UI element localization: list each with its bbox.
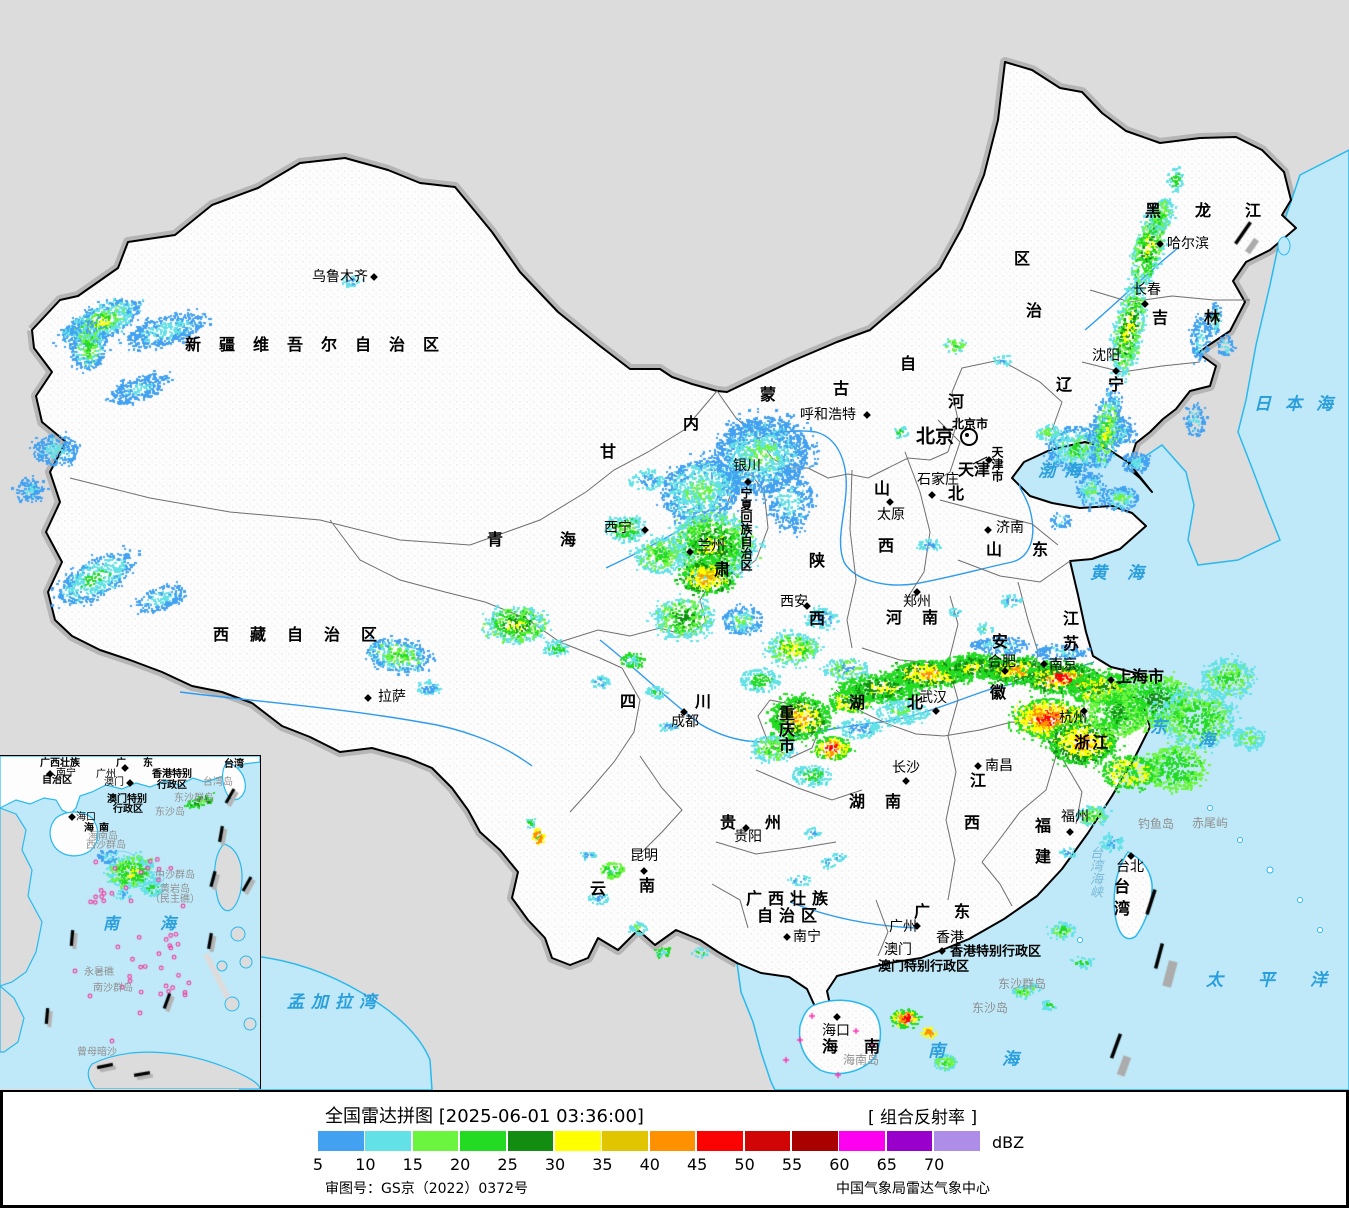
city-marker bbox=[126, 779, 134, 787]
city-marker bbox=[68, 813, 76, 821]
city-marker bbox=[121, 764, 129, 772]
scale-value: 45 bbox=[687, 1155, 708, 1174]
scale-cell-70 bbox=[934, 1131, 980, 1151]
license-number: 审图号：GS京（2022）0372号 bbox=[325, 1181, 528, 1197]
scale-value: 20 bbox=[450, 1155, 471, 1174]
product-label: [ 组合反射率 ] bbox=[868, 1108, 978, 1128]
unit-label: dBZ bbox=[992, 1133, 1025, 1152]
scale-cell-20 bbox=[460, 1131, 506, 1151]
south-china-sea-inset: 广西壮族 自治区广东南宁 广州 台湾 香港特别 行政区 澳门 澳门特别 行政区 台湾岛 东沙群岛 东沙… bbox=[0, 755, 261, 1089]
scale-cell-5 bbox=[318, 1131, 364, 1151]
inset-label: 南沙群岛 bbox=[93, 983, 133, 994]
inset-labels-layer: 广西壮族 自治区广东南宁 广州 台湾 香港特别 行政区 澳门 澳门特别 行政区 台湾岛 东沙群岛 东沙… bbox=[0, 756, 260, 1089]
inset-label: 台湾岛 bbox=[203, 777, 233, 788]
inset-label: 南 bbox=[99, 823, 109, 834]
inset-label: 自治区 bbox=[42, 775, 72, 786]
inset-label: 行政区 bbox=[157, 780, 187, 791]
inset-label: 中沙群岛 bbox=[155, 870, 195, 881]
inset-echo-layer bbox=[0, 756, 260, 1089]
inset-label: 广西壮族 bbox=[40, 758, 80, 769]
scale-value: 30 bbox=[544, 1155, 566, 1174]
inset-label: 广 bbox=[116, 758, 126, 769]
scale-value: 10 bbox=[355, 1155, 376, 1174]
inset-label: 海南岛 bbox=[88, 831, 118, 842]
inset-label: 黄岩岛 bbox=[160, 884, 190, 895]
inset-label: 行政区 bbox=[113, 804, 143, 815]
scale-cell-30 bbox=[555, 1131, 601, 1151]
map-title: 全国雷达拼图 [2025-06-01 03:36:00] bbox=[325, 1106, 644, 1127]
scale-value: 55 bbox=[781, 1155, 803, 1174]
inset-label: 台湾 bbox=[224, 759, 244, 770]
inset-label: 海 bbox=[84, 823, 94, 834]
scale-value: 15 bbox=[402, 1155, 423, 1174]
inset-label: 永暑礁 bbox=[84, 967, 114, 978]
scale-value: 5 bbox=[312, 1155, 324, 1174]
scale-cell-35 bbox=[602, 1131, 648, 1151]
scale-value: 65 bbox=[876, 1155, 897, 1174]
main-map: 新疆维吾尔自治区 西藏自治区 青海甘肃内蒙古自治区黑龙江 吉林 辽宁河北山西山东 河南陕西… bbox=[0, 0, 1349, 1090]
inset-label: 香港特别 bbox=[152, 769, 192, 780]
inset-label: 东沙岛 bbox=[155, 807, 185, 818]
inset-label: 澳门特别 bbox=[107, 794, 147, 805]
inset-label: 南 bbox=[103, 914, 128, 933]
inset-label: （民主礁） bbox=[150, 894, 200, 905]
credit-label: 中国气象局雷达气象中心 bbox=[836, 1181, 990, 1197]
scale-cell-65 bbox=[886, 1131, 933, 1151]
inset-label: 东 bbox=[143, 758, 153, 769]
scale-value: 40 bbox=[639, 1155, 660, 1174]
scale-cell-50 bbox=[744, 1131, 791, 1151]
inset-label: 南宁 bbox=[56, 768, 76, 779]
scale-cell-25 bbox=[507, 1131, 554, 1151]
inset-label: 广州 bbox=[96, 769, 116, 780]
scale-cell-40 bbox=[649, 1131, 696, 1151]
scale-cell-15 bbox=[412, 1131, 459, 1151]
scale-value: 35 bbox=[592, 1155, 613, 1174]
scale-cell-10 bbox=[365, 1131, 411, 1151]
inset-label: 澳门 bbox=[104, 777, 124, 788]
scale-value: 60 bbox=[829, 1155, 850, 1174]
scale-cell-45 bbox=[697, 1131, 743, 1151]
scale-value: 50 bbox=[734, 1155, 755, 1174]
inset-label: 西沙群岛 bbox=[86, 840, 126, 851]
inset-label: 海口 bbox=[76, 812, 96, 823]
scale-value: 25 bbox=[497, 1155, 518, 1174]
scale-value: 70 bbox=[924, 1155, 945, 1174]
scale-cell-55 bbox=[792, 1131, 838, 1151]
inset-label: 东沙群岛 bbox=[174, 793, 214, 804]
scale-cell-60 bbox=[839, 1131, 885, 1151]
inset-label: 海 bbox=[160, 914, 185, 933]
inset-label: 曾母暗沙 bbox=[77, 1047, 117, 1058]
